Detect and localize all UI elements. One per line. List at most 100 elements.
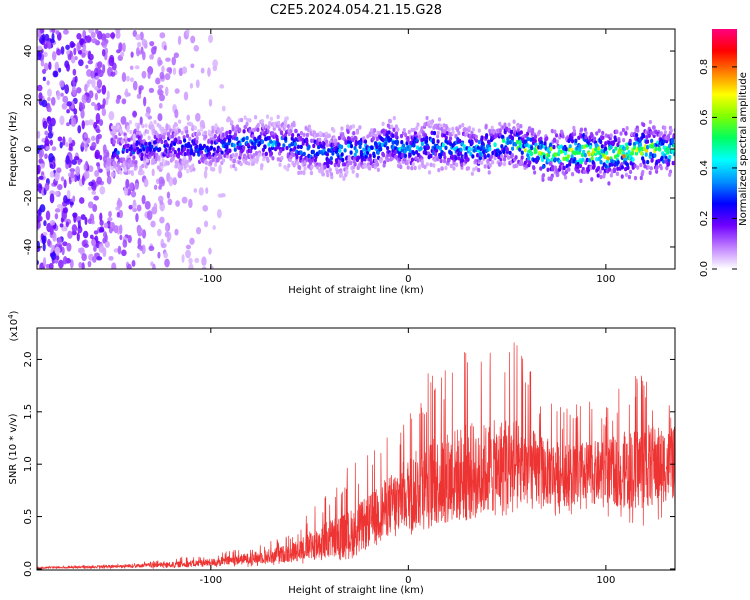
- ridge-cell: [657, 146, 661, 151]
- colorbar-tick-label: 0.6: [699, 109, 710, 125]
- noise-speck: [130, 190, 137, 198]
- noise-speck: [50, 117, 56, 127]
- noise-speck: [129, 65, 134, 70]
- ridge-cell: [445, 130, 449, 136]
- noise-speck: [66, 122, 70, 127]
- ridge-cell: [199, 127, 204, 132]
- ridge-cell: [458, 124, 462, 130]
- noise-speck: [121, 98, 127, 105]
- ridge-cell: [367, 147, 371, 152]
- ridge-cell: [489, 154, 494, 159]
- ridge-cell: [645, 139, 650, 144]
- ridge-cell: [269, 151, 274, 156]
- ridge-cell: [372, 153, 376, 159]
- noise-speck: [88, 165, 94, 173]
- noise-speck: [95, 128, 101, 134]
- ridge-cell: [639, 151, 643, 156]
- x-tick-label: 100: [596, 575, 615, 586]
- noise-speck: [77, 125, 82, 134]
- noise-speck: [185, 249, 191, 259]
- noise-speck: [157, 251, 161, 259]
- noise-speck: [85, 35, 92, 43]
- ridge-cell: [318, 150, 322, 155]
- ridge-cell: [582, 144, 587, 149]
- ridge-cell: [645, 144, 650, 150]
- ridge-cell: [127, 137, 131, 143]
- ridge-cell: [177, 150, 181, 156]
- noise-speck: [163, 45, 167, 51]
- ridge-cell: [461, 122, 465, 128]
- ridge-cell: [370, 132, 375, 138]
- ridge-cell: [231, 153, 235, 158]
- ridge-cell: [436, 130, 440, 136]
- ridge-cell: [502, 138, 506, 143]
- ridge-cell: [204, 166, 208, 171]
- ridge-cell: [449, 151, 453, 156]
- noise-speck: [82, 43, 87, 52]
- ridge-cell: [498, 132, 502, 137]
- noise-speck: [106, 175, 112, 185]
- noise-speck: [138, 245, 144, 251]
- noise-speck: [88, 90, 94, 99]
- noise-speck: [49, 38, 55, 44]
- ridge-cell: [554, 152, 558, 157]
- ridge-cell: [177, 128, 181, 134]
- ridge-cell: [559, 149, 563, 154]
- noise-speck: [128, 204, 133, 210]
- noise-speck: [136, 93, 142, 99]
- noise-speck: [88, 181, 94, 187]
- noise-speck: [60, 92, 64, 97]
- ridge-cell: [310, 138, 314, 144]
- ridge-cell: [165, 143, 170, 148]
- noise-speck: [78, 197, 85, 204]
- noise-speck: [158, 59, 163, 66]
- ridge-cell: [199, 150, 204, 155]
- ridge-cell: [470, 171, 474, 176]
- ridge-cell: [493, 142, 497, 148]
- ridge-cell: [472, 167, 476, 172]
- noise-speck: [76, 33, 82, 40]
- ridge-cell: [129, 129, 133, 135]
- ridge-cell: [242, 129, 246, 134]
- noise-speck: [181, 254, 185, 263]
- ridge-cell: [482, 149, 486, 155]
- noise-speck: [71, 159, 78, 166]
- ridge-cell: [233, 147, 237, 152]
- ridge-cell: [672, 133, 675, 138]
- noise-speck: [108, 56, 115, 67]
- ridge-cell: [386, 145, 390, 151]
- ridge-cell: [319, 143, 324, 149]
- ridge-cell: [519, 130, 523, 135]
- spectrogram-axes: -100 0 100 -40 -20 0 20 40: [23, 29, 675, 285]
- ridge-cell: [432, 163, 436, 168]
- ridge-cell: [373, 141, 378, 146]
- ridge-cell: [230, 120, 234, 125]
- ridge-cell: [585, 157, 589, 163]
- ridge-cell: [400, 140, 404, 145]
- ridge-cell: [416, 122, 420, 127]
- noise-speck: [37, 29, 41, 38]
- noise-speck: [101, 84, 107, 95]
- ridge-cell: [425, 162, 429, 167]
- noise-speck: [47, 238, 51, 247]
- ridge-cell: [382, 163, 386, 168]
- noise-speck: [65, 221, 69, 228]
- noise-speck: [70, 100, 75, 110]
- ridge-cell: [225, 144, 229, 149]
- noise-speck: [202, 204, 209, 212]
- ridge-cell: [173, 132, 177, 137]
- ridge-cell: [368, 157, 372, 162]
- ridge-cell: [395, 139, 400, 145]
- noise-speck: [66, 109, 70, 114]
- ridge-cell: [427, 170, 432, 175]
- noise-speck: [72, 68, 77, 76]
- ridge-cell: [232, 158, 236, 163]
- ridge-cell: [256, 127, 260, 132]
- ridge-cell: [533, 170, 537, 175]
- ridge-cell: [671, 148, 675, 153]
- ridge-cell: [177, 136, 181, 141]
- ridge-cell: [570, 154, 574, 159]
- ridge-cell: [584, 135, 588, 140]
- ridge-cell: [457, 131, 461, 136]
- noise-speck: [164, 224, 169, 232]
